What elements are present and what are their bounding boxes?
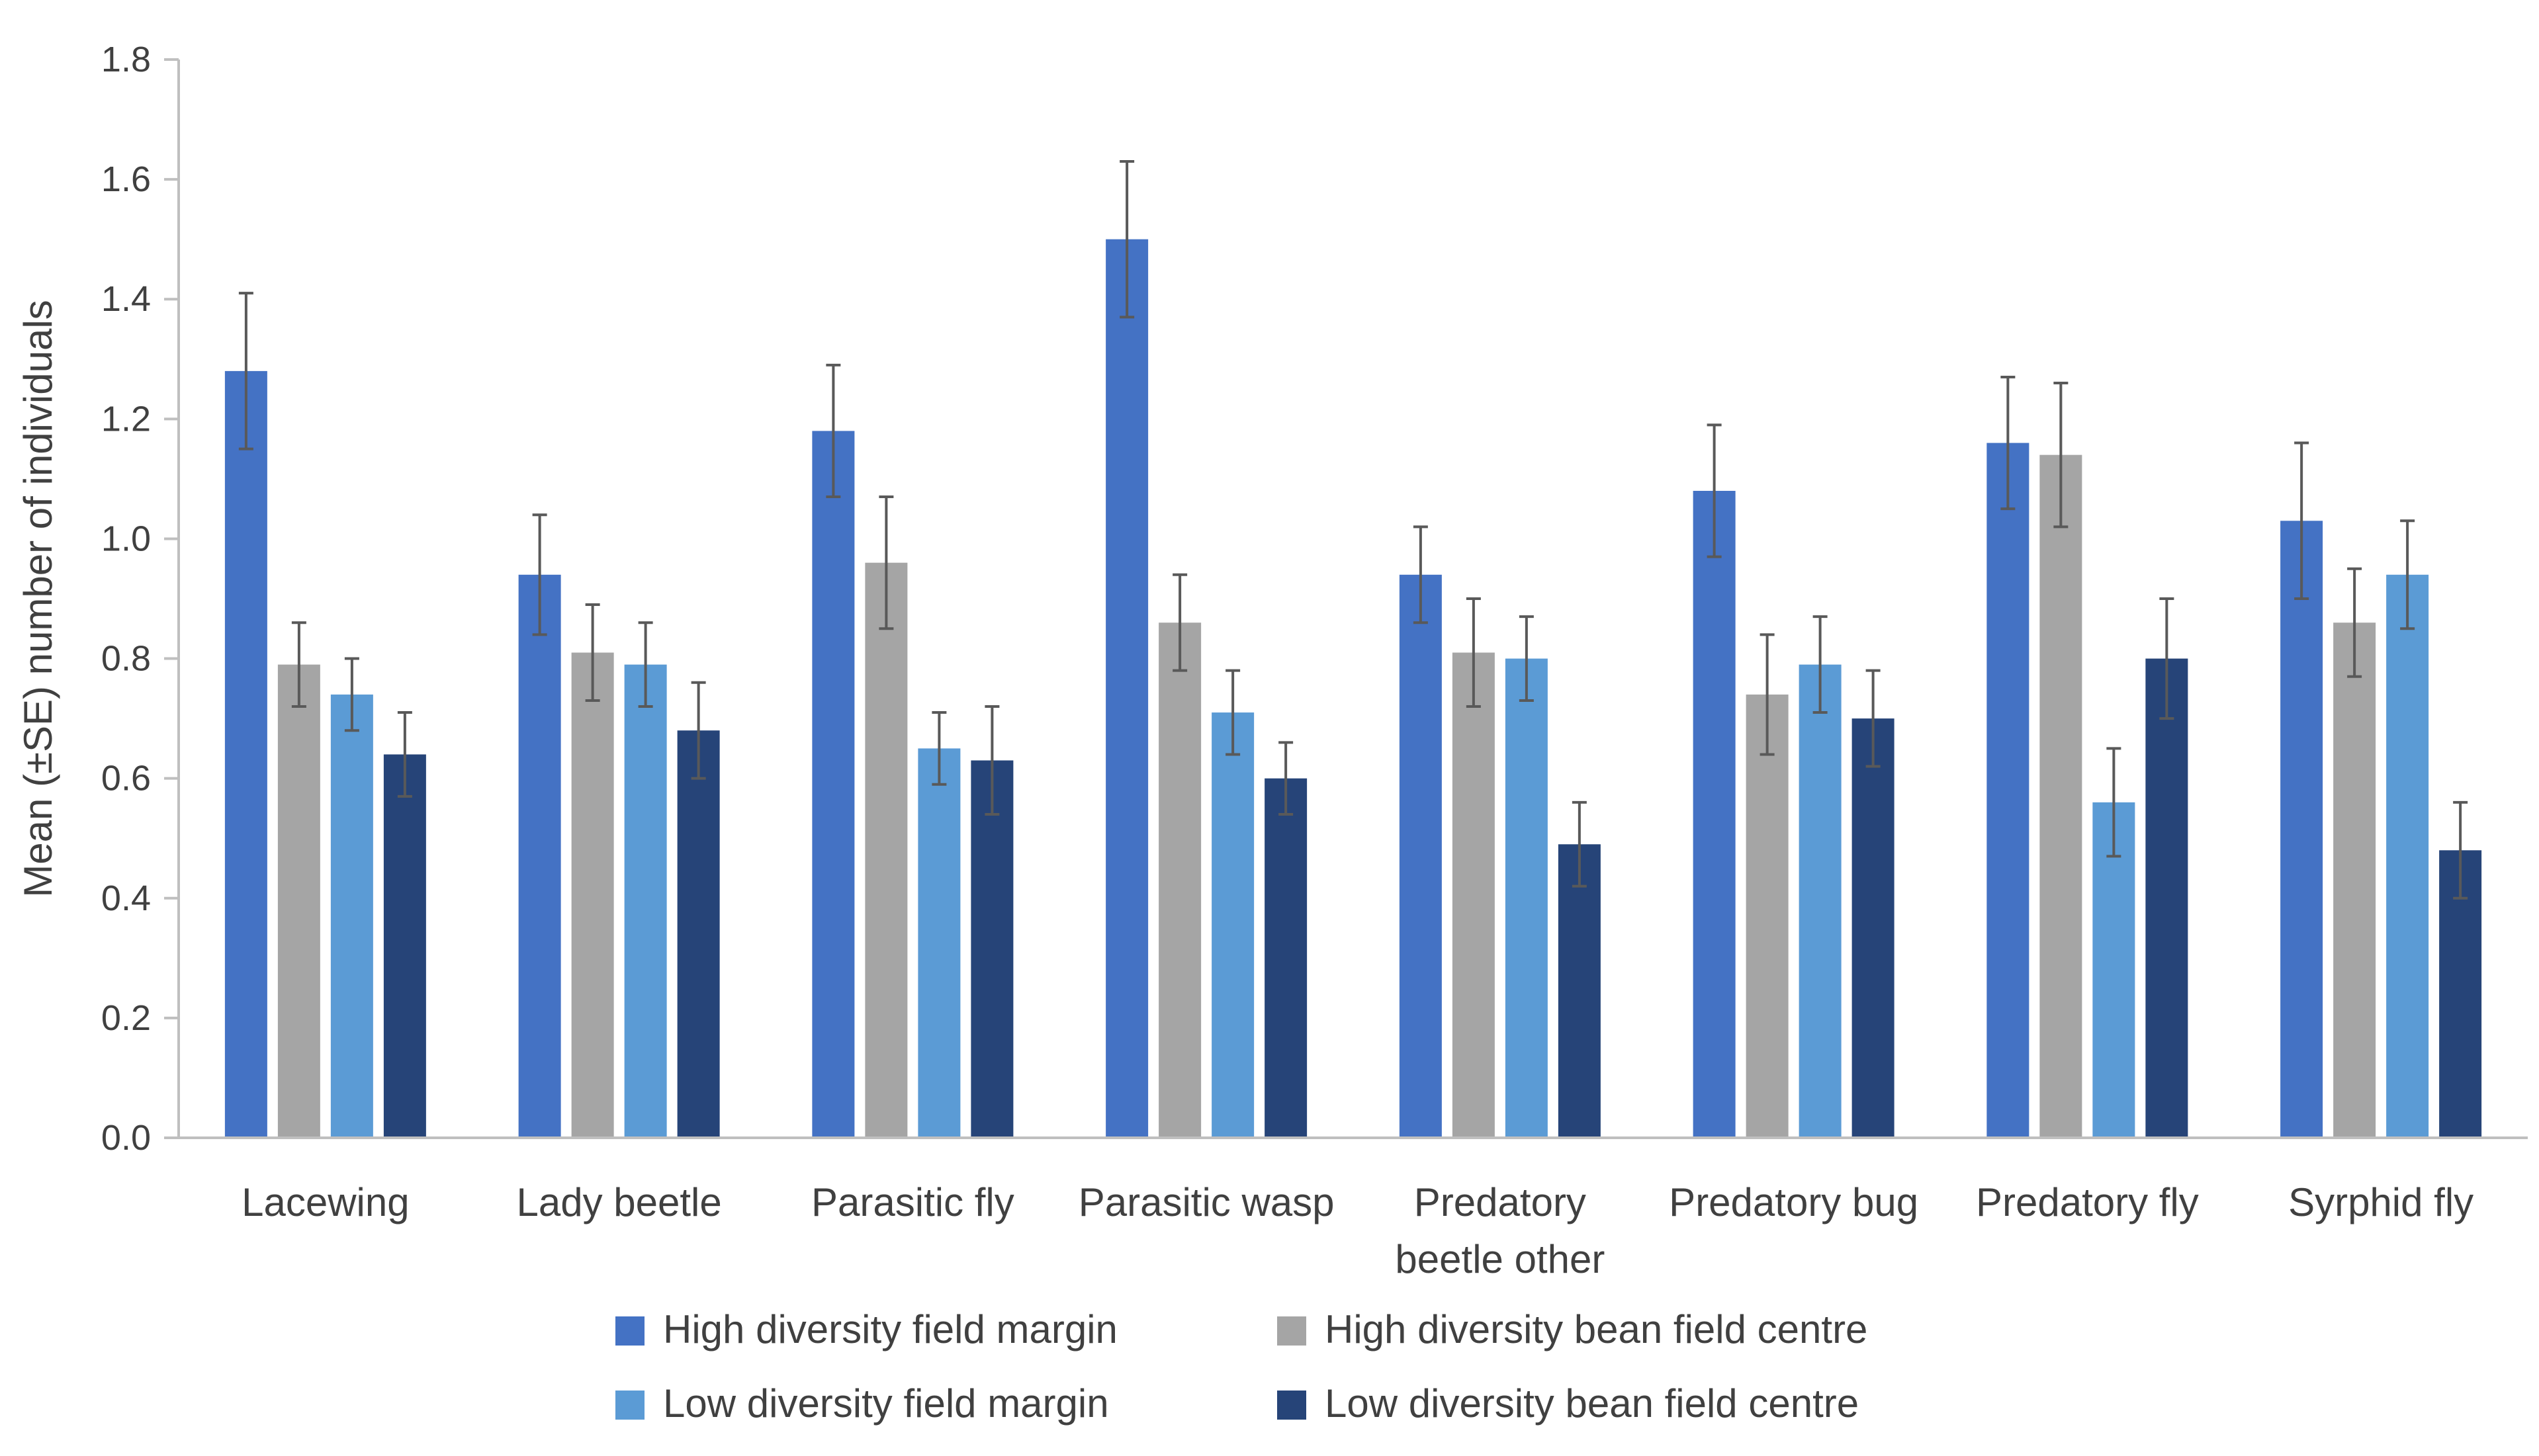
bar (1159, 622, 1202, 1138)
y-tick-label: 0.2 (101, 998, 151, 1038)
bar (865, 562, 908, 1138)
bar (1452, 652, 1495, 1138)
y-tick-label: 0.6 (101, 759, 151, 798)
y-tick-label: 1.4 (101, 279, 151, 319)
bar (1799, 664, 1842, 1138)
x-tick-label: Parasitic fly (811, 1180, 1014, 1224)
bar (677, 730, 720, 1138)
error-bars (238, 159, 2468, 900)
x-tick-label: Syrphid fly (2288, 1180, 2473, 1224)
bar (518, 574, 561, 1138)
bar (2386, 574, 2429, 1138)
legend-label: High diversity bean field centre (1325, 1307, 1867, 1351)
bar (330, 694, 373, 1138)
bar (2092, 802, 2135, 1138)
bar (2333, 622, 2376, 1138)
bar (918, 748, 961, 1138)
x-tick-label: Parasitic wasp (1079, 1180, 1335, 1224)
legend-swatch (615, 1391, 645, 1420)
x-tick-label: Predatory bug (1669, 1180, 1918, 1224)
y-tick-label: 1.8 (101, 40, 151, 79)
bar (1851, 718, 1894, 1138)
bar (2039, 454, 2082, 1138)
y-tick-label: 0.4 (101, 878, 151, 918)
bar (1212, 712, 1255, 1138)
legend-label: Low diversity field margin (663, 1381, 1109, 1426)
bar (1986, 443, 2029, 1138)
x-tick-label: Predatory (1414, 1180, 1586, 1224)
bar (2145, 658, 2188, 1138)
y-tick-label: 0.8 (101, 639, 151, 679)
legend-swatch (615, 1316, 645, 1346)
legend-swatch (1277, 1316, 1306, 1346)
bar (277, 664, 320, 1138)
bar (224, 370, 267, 1138)
legend: High diversity field margin High diversit… (615, 1307, 1867, 1426)
bar (971, 760, 1014, 1138)
bar (1106, 239, 1149, 1138)
bar (1558, 844, 1601, 1138)
y-axis-title: Mean (±SE) number of individuals (16, 300, 60, 897)
legend-label: Low diversity bean field centre (1325, 1381, 1859, 1426)
bar (1693, 491, 1736, 1138)
x-tick-label: beetle other (1395, 1237, 1605, 1281)
bar (1505, 658, 1548, 1138)
bar (383, 754, 426, 1138)
y-tick-label: 1.2 (101, 399, 151, 439)
y-tick-label: 1.6 (101, 159, 151, 199)
legend-swatch (1277, 1391, 1306, 1420)
y-tick-label: 1.0 (101, 519, 151, 558)
x-tick-label: Predatory fly (1976, 1180, 2199, 1224)
x-axis-category-labels: Lacewing Lady beetle Parasitic fly Parasiti… (242, 1180, 2473, 1281)
bars (224, 239, 2482, 1138)
legend-label: High diversity field margin (663, 1307, 1118, 1351)
bar (2280, 521, 2323, 1138)
y-tick-label: 0.0 (101, 1118, 151, 1158)
x-tick-label: Lady beetle (516, 1180, 721, 1224)
bar (571, 652, 614, 1138)
bar (1265, 778, 1308, 1138)
bar (1399, 574, 1442, 1138)
bar (1746, 694, 1789, 1138)
bar (812, 431, 855, 1138)
x-tick-label: Lacewing (242, 1180, 410, 1224)
bar (624, 664, 667, 1138)
y-axis-ticks: 0.0 0.2 0.4 0.6 0.8 1.0 1.2 1.4 1.6 1.8 (101, 40, 179, 1158)
